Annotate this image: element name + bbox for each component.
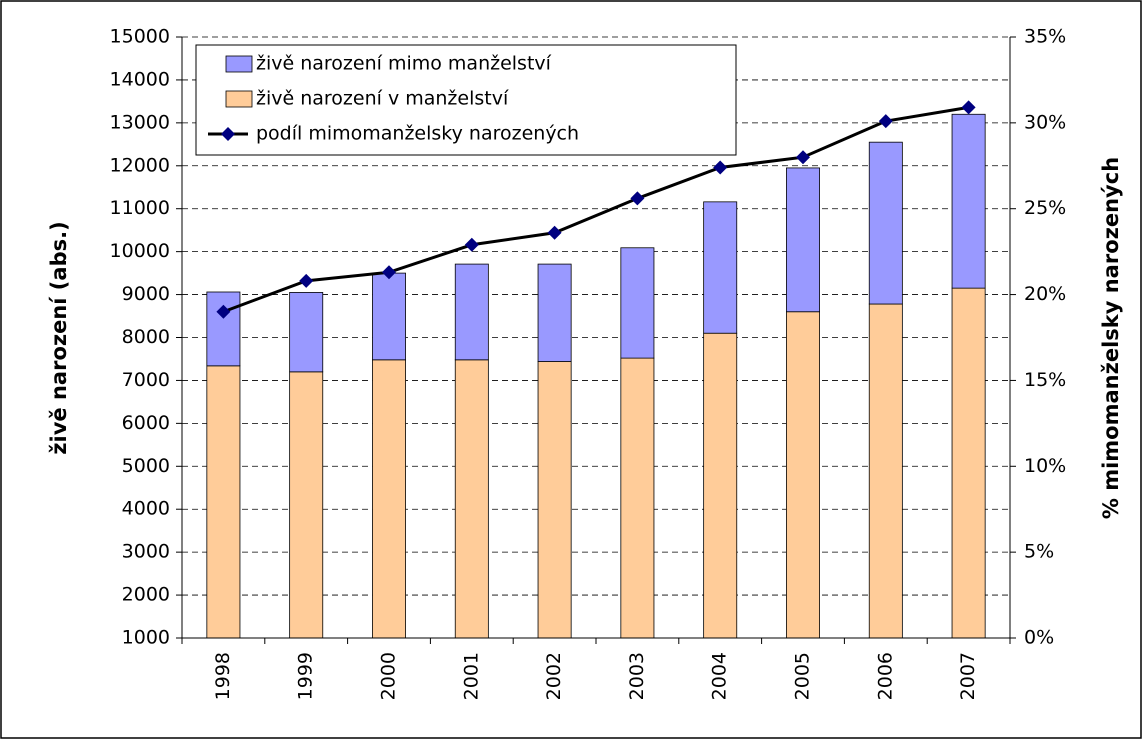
y-axis-label: živě narození (abs.) (47, 221, 71, 454)
bar-segment (786, 311, 820, 639)
y2-tick-label: 30% (1024, 111, 1066, 133)
x-tick-label: 2007 (957, 652, 979, 700)
x-tick-label: 2006 (874, 652, 896, 700)
y2-tick-label: 25% (1024, 197, 1066, 219)
bar-segment (454, 359, 489, 639)
bar-segment (206, 365, 241, 639)
y-tick-label: 11000 (110, 197, 170, 219)
marker (464, 237, 479, 252)
marker (382, 265, 396, 280)
legend-label: živě narození mimo manželství (256, 53, 552, 75)
y2-tick-label: 0% (1024, 627, 1054, 649)
y-tick-label: 4000 (122, 498, 170, 520)
bar-segment (868, 303, 903, 639)
bar-segment (372, 359, 406, 639)
x-tick-label: 2003 (626, 652, 648, 700)
marker (547, 225, 562, 240)
marker (299, 273, 314, 288)
marker (216, 304, 231, 319)
legend-marker (221, 127, 235, 141)
bar-segment (289, 371, 324, 639)
x-tick-label: 2002 (543, 652, 565, 700)
bar-segment (206, 291, 241, 367)
legend-label: živě narození v manželství (256, 88, 509, 110)
y-tick-label: 15000 (110, 26, 170, 48)
y-tick-label: 10000 (110, 240, 170, 262)
y-tick-label: 6000 (122, 412, 170, 434)
bar-segment (620, 357, 655, 639)
bar-segment (951, 113, 986, 289)
legend-label: podíl mimomanželsky narozených (256, 123, 579, 145)
y-tick-label: 9000 (122, 283, 170, 305)
y-tick-label: 5000 (122, 455, 170, 477)
y2-tick-label: 15% (1024, 369, 1066, 391)
bar-segment (868, 141, 903, 305)
bar-segment (372, 272, 406, 361)
marker (961, 100, 976, 115)
y2-tick-label: 35% (1024, 26, 1066, 48)
y-tick-label: 13000 (110, 111, 170, 133)
y2-tick-label: 5% (1024, 541, 1054, 563)
y-tick-label: 3000 (122, 541, 170, 563)
y-tick-label: 7000 (122, 369, 170, 391)
legend-box (195, 44, 737, 156)
x-tick-label: 1998 (212, 652, 234, 700)
bar-segment (951, 287, 986, 639)
legend-swatch (225, 55, 253, 73)
x-tick-label: 2005 (792, 652, 814, 700)
bar-segment (289, 292, 324, 373)
y-tick-label: 14000 (110, 68, 170, 90)
bar-segment (703, 332, 738, 639)
bar-segment (454, 263, 489, 361)
line (222, 105, 969, 314)
legend-swatch (225, 90, 253, 108)
bar-segment (786, 167, 820, 313)
x-tick-label: 2000 (378, 652, 400, 700)
y2-axis-label: % mimomanželsky narozených (1099, 157, 1123, 519)
y2-tick-label: 20% (1024, 283, 1066, 305)
marker (630, 191, 645, 206)
y-tick-label: 8000 (122, 326, 170, 348)
bar-segment (537, 361, 572, 639)
y2-tick-label: 10% (1024, 455, 1066, 477)
marker (878, 114, 893, 129)
y-tick-label: 12000 (110, 154, 170, 176)
bar-segment (537, 263, 572, 362)
x-tick-label: 2004 (709, 652, 731, 700)
y-tick-label: 2000 (122, 584, 170, 606)
bar-segment (703, 201, 738, 334)
x-tick-label: 2001 (460, 652, 482, 700)
bar-segment (620, 247, 655, 359)
x-tick-label: 1999 (295, 652, 317, 700)
marker (713, 160, 728, 175)
y-tick-label: 1000 (122, 627, 170, 649)
marker (796, 150, 810, 165)
